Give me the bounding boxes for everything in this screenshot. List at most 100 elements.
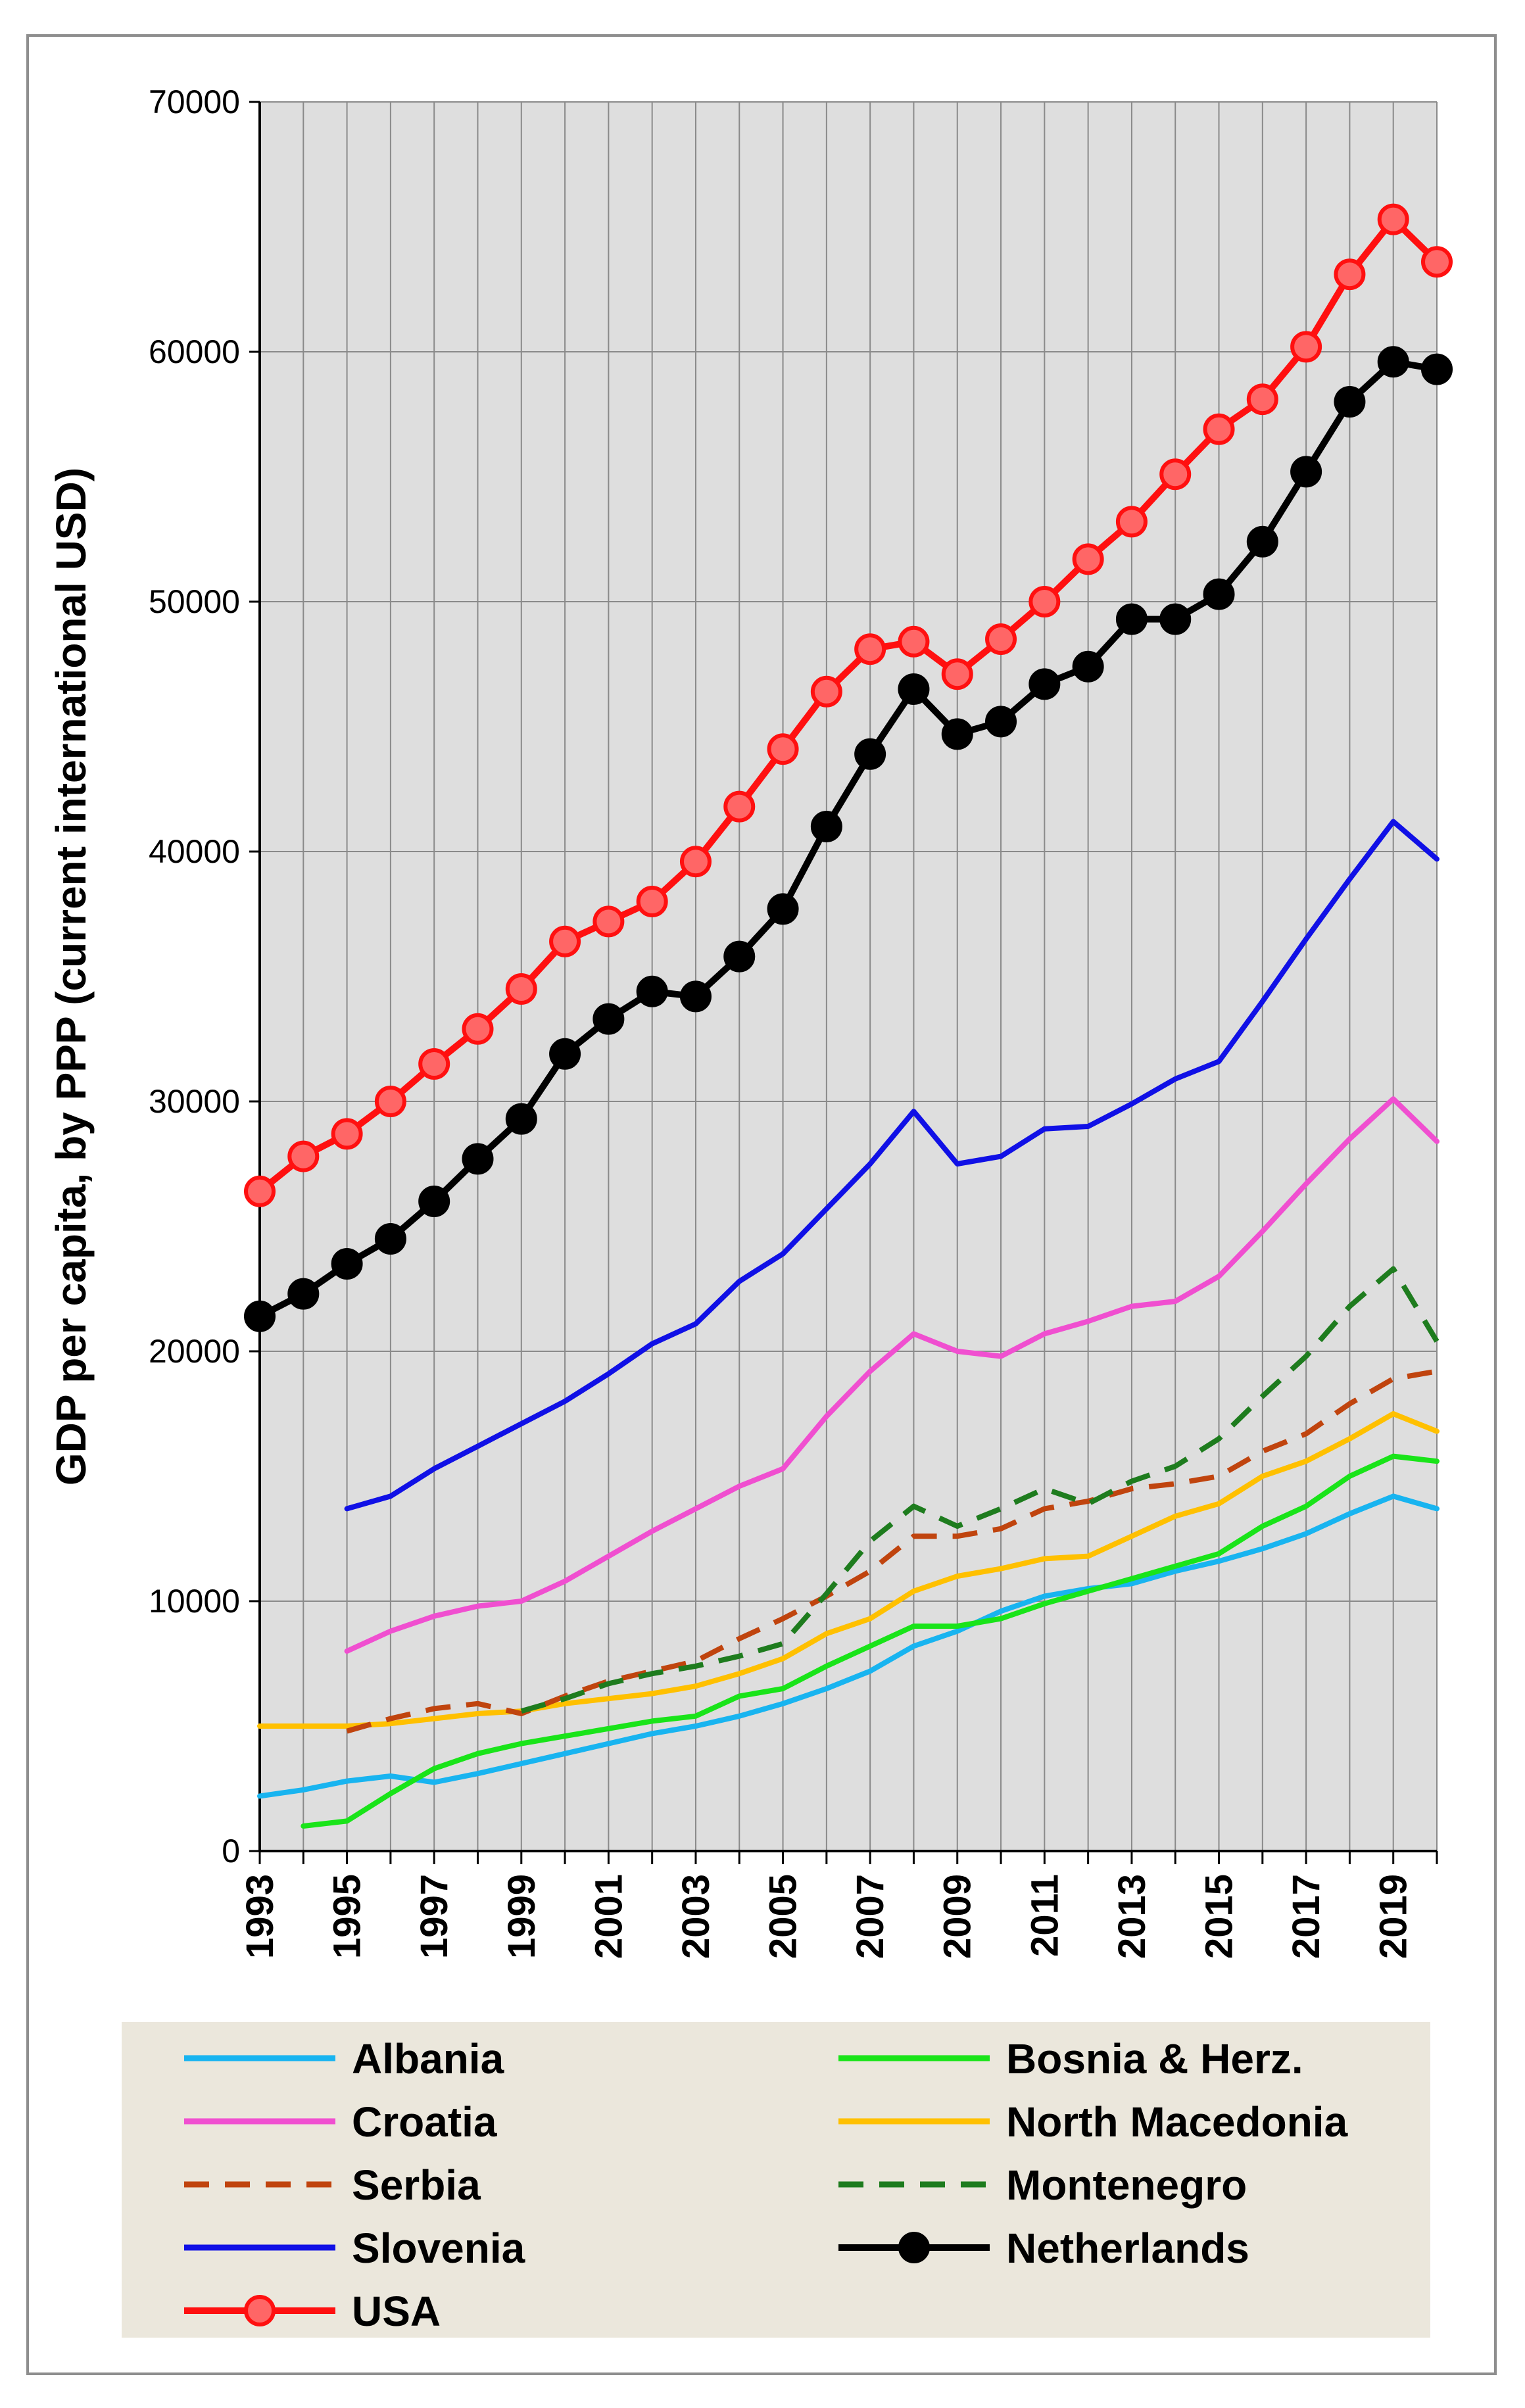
- legend: [122, 2022, 1430, 2338]
- x-tick-label: 1997: [413, 1874, 456, 1959]
- data-point-usa: [723, 790, 756, 823]
- legend-label: Slovenia: [352, 2225, 525, 2272]
- legend-label: Montenegro: [1006, 2161, 1247, 2209]
- series-albania: [257, 1493, 1440, 1799]
- series-line-slovenia: [344, 819, 1440, 1512]
- data-point-netherlands: [723, 940, 756, 973]
- data-point-usa: [1159, 458, 1192, 491]
- legend-label: Croatia: [352, 2098, 497, 2146]
- data-point-usa: [636, 886, 668, 917]
- legend-item-usa: USA: [184, 2288, 441, 2335]
- data-point-usa: [1290, 331, 1322, 363]
- data-point-usa: [505, 973, 537, 1005]
- legend-label: Netherlands: [1006, 2225, 1249, 2272]
- legend-label: Bosnia & Herz.: [1006, 2035, 1303, 2083]
- data-point-usa: [810, 675, 842, 708]
- legend-label: North Macedonia: [1006, 2098, 1348, 2146]
- data-point-netherlands: [244, 1300, 276, 1332]
- x-tick-label: 2013: [1111, 1874, 1153, 1959]
- data-point-usa: [1029, 586, 1061, 617]
- x-tick-label: 1993: [239, 1874, 281, 1959]
- data-point-usa: [1072, 543, 1104, 575]
- legend-item-montenegro: Montenegro: [838, 2161, 1247, 2209]
- data-point-netherlands: [374, 1223, 406, 1255]
- legend-item-netherlands: Netherlands: [838, 2225, 1249, 2272]
- data-point-netherlands: [636, 975, 668, 1007]
- y-tick-label: 60000: [149, 333, 240, 370]
- x-tick-label: 2009: [936, 1874, 979, 1959]
- data-point-netherlands: [1115, 603, 1148, 635]
- data-point-netherlands: [1203, 578, 1235, 610]
- series-line-albania: [257, 1493, 1440, 1799]
- data-point-netherlands: [679, 980, 712, 1013]
- data-point-usa: [854, 633, 886, 665]
- data-point-netherlands: [985, 706, 1017, 738]
- y-tick-label: 40000: [149, 833, 240, 870]
- data-point-usa: [1334, 258, 1366, 291]
- legend-label: Albania: [352, 2035, 504, 2083]
- y-axis-title: GDP per capita, by PPP (current internat…: [47, 468, 95, 1485]
- data-point-netherlands: [1159, 603, 1192, 635]
- series-line-montenegro: [520, 1266, 1440, 1714]
- data-point-usa: [898, 625, 930, 658]
- legend-item-slovenia: Slovenia: [184, 2225, 525, 2272]
- series-line-netherlands: [256, 358, 1440, 1320]
- x-tick-label: 2015: [1198, 1874, 1241, 1959]
- legend-item-croatia: Croatia: [184, 2098, 497, 2146]
- series-layer: [244, 203, 1453, 1829]
- data-point-netherlands: [462, 1143, 494, 1175]
- x-tick-label: 2019: [1372, 1874, 1415, 1959]
- data-point-netherlands: [898, 673, 930, 705]
- data-point-netherlands: [1334, 386, 1366, 418]
- legend-item-albania: Albania: [184, 2035, 504, 2083]
- series-usa: [244, 203, 1453, 1207]
- series-line-croatia: [344, 1096, 1440, 1654]
- data-point-netherlands: [505, 1103, 537, 1135]
- legend-item-north-macedonia: North Macedonia: [838, 2098, 1348, 2146]
- legend-marker: [244, 2295, 276, 2326]
- data-point-usa: [331, 1118, 363, 1150]
- data-point-usa: [679, 846, 712, 878]
- data-point-usa: [374, 1086, 406, 1117]
- legend-marker: [898, 2232, 930, 2263]
- x-tick-label: 1995: [326, 1874, 369, 1959]
- plot-area: [260, 102, 1437, 1851]
- data-point-netherlands: [287, 1278, 320, 1310]
- series-north-macedonia: [257, 1411, 1440, 1729]
- data-point-usa: [244, 1175, 276, 1207]
- data-point-netherlands: [1290, 456, 1322, 488]
- y-tick-label: 10000: [149, 1583, 240, 1620]
- x-tick-label: 2007: [849, 1874, 892, 1959]
- series-montenegro: [520, 1266, 1440, 1714]
- x-tick-label: 2005: [762, 1874, 805, 1959]
- data-point-netherlands: [941, 718, 973, 750]
- data-point-netherlands: [549, 1038, 581, 1070]
- y-tick-label: 50000: [149, 583, 240, 620]
- data-point-usa: [462, 1013, 494, 1045]
- series-bosnia-herz: [301, 1453, 1440, 1829]
- series-netherlands: [244, 346, 1453, 1332]
- y-tick-label: 70000: [149, 84, 240, 120]
- data-point-netherlands: [418, 1186, 450, 1217]
- x-tick-label: 2017: [1285, 1874, 1328, 1959]
- legend-label: Serbia: [352, 2161, 481, 2209]
- data-point-netherlands: [593, 1003, 625, 1035]
- data-point-usa: [941, 658, 973, 690]
- data-point-usa: [549, 925, 581, 957]
- data-point-usa: [767, 733, 799, 765]
- legend-item-serbia: Serbia: [184, 2161, 481, 2209]
- series-line-bosnia-herz: [301, 1453, 1440, 1829]
- y-tick-label: 30000: [149, 1083, 240, 1120]
- x-tick-label: 2011: [1023, 1874, 1066, 1957]
- series-line-usa: [256, 216, 1440, 1195]
- data-point-usa: [985, 623, 1017, 655]
- series-slovenia: [344, 819, 1440, 1512]
- data-point-netherlands: [1421, 353, 1453, 385]
- data-point-netherlands: [1029, 668, 1061, 700]
- x-tick-label: 2003: [675, 1874, 717, 1959]
- y-tick-label: 0: [222, 1833, 240, 1869]
- data-point-usa: [1421, 246, 1453, 278]
- data-point-netherlands: [767, 893, 799, 925]
- axes: 0 10000 20000 30000 40000 50000 60000 70000 1993…: [149, 84, 1438, 1959]
